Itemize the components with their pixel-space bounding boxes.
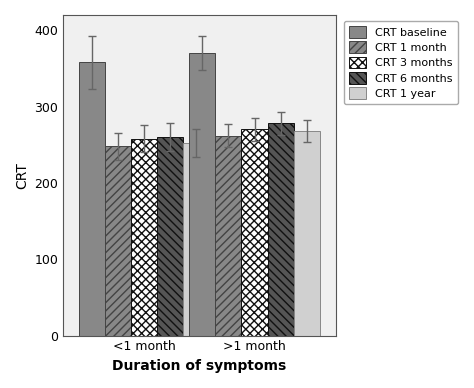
X-axis label: Duration of symptoms: Duration of symptoms xyxy=(112,359,287,373)
Bar xyxy=(293,131,319,336)
Bar xyxy=(157,137,183,336)
Bar xyxy=(79,62,105,336)
Bar xyxy=(131,139,157,336)
Bar xyxy=(216,135,241,336)
Bar xyxy=(190,53,216,336)
Bar xyxy=(183,143,210,336)
Legend: CRT baseline, CRT 1 month, CRT 3 months, CRT 6 months, CRT 1 year: CRT baseline, CRT 1 month, CRT 3 months,… xyxy=(344,21,458,104)
Bar xyxy=(267,123,293,336)
Bar xyxy=(105,146,131,336)
Bar xyxy=(241,130,267,336)
Y-axis label: CRT: CRT xyxy=(15,162,29,189)
